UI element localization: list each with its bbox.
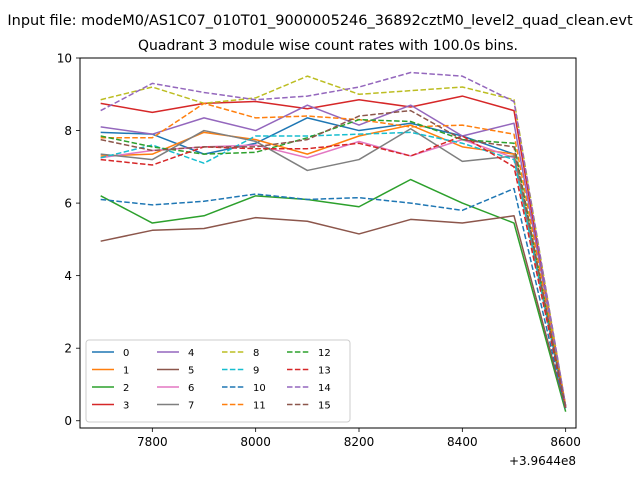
legend-label-3: 3 xyxy=(123,401,129,412)
legend-label-0: 0 xyxy=(123,348,129,359)
legend-frame xyxy=(85,339,351,423)
x-tick-label: 7800 xyxy=(137,435,168,449)
legend-label-6: 6 xyxy=(188,383,194,394)
x-axis: 7800 8000 8200 8400 8600 xyxy=(137,428,581,449)
legend-label-1: 1 xyxy=(123,366,129,377)
x-tick-label: 8400 xyxy=(447,435,478,449)
figure-suptitle: Input file: modeM0/AS1C07_010T01_9000005… xyxy=(7,13,633,29)
y-axis: 0 2 4 6 8 10 xyxy=(57,52,80,428)
series-line-3 xyxy=(100,95,567,407)
series-line-5 xyxy=(100,215,567,409)
series-line-10 xyxy=(100,187,567,411)
y-tick-label: 2 xyxy=(64,342,72,356)
series-line-4 xyxy=(100,104,567,407)
y-tick-label: 4 xyxy=(64,269,72,283)
legend-label-7: 7 xyxy=(188,401,194,412)
x-tick-label: 8000 xyxy=(240,435,271,449)
y-tick-label: 10 xyxy=(57,52,72,66)
series-line-2 xyxy=(100,178,567,412)
series-line-14 xyxy=(100,71,567,407)
legend-label-10: 10 xyxy=(253,383,266,394)
series-line-12 xyxy=(100,118,567,411)
axes-frame xyxy=(79,57,577,429)
legend-label-2: 2 xyxy=(123,383,129,394)
series-line-1 xyxy=(100,124,567,407)
legend-label-13: 13 xyxy=(318,366,331,377)
legend-label-15: 15 xyxy=(318,401,331,412)
y-tick-label: 6 xyxy=(64,197,72,211)
y-tick-label: 8 xyxy=(64,124,72,138)
legend-label-4: 4 xyxy=(188,348,194,359)
x-tick-label: 8200 xyxy=(344,435,375,449)
legend-label-11: 11 xyxy=(253,401,266,412)
series-line-8 xyxy=(100,75,567,407)
series-line-13 xyxy=(100,135,567,409)
series-line-6 xyxy=(100,138,567,407)
legend-label-8: 8 xyxy=(253,348,259,359)
series-line-7 xyxy=(100,127,567,409)
x-tick-label: 8600 xyxy=(550,435,581,449)
legend-label-5: 5 xyxy=(188,366,194,377)
x-axis-offset-label: +3.9644e8 xyxy=(509,454,576,468)
series-line-0 xyxy=(100,117,567,409)
legend-label-9: 9 xyxy=(253,366,259,377)
y-tick-label: 0 xyxy=(64,414,72,428)
series-line-11 xyxy=(100,102,567,407)
series-line-9 xyxy=(100,131,567,409)
legend-label-12: 12 xyxy=(318,348,331,359)
legend-label-14: 14 xyxy=(318,383,331,394)
plot-content xyxy=(100,71,567,412)
chart-title: Quadrant 3 module wise count rates with … xyxy=(138,38,518,54)
